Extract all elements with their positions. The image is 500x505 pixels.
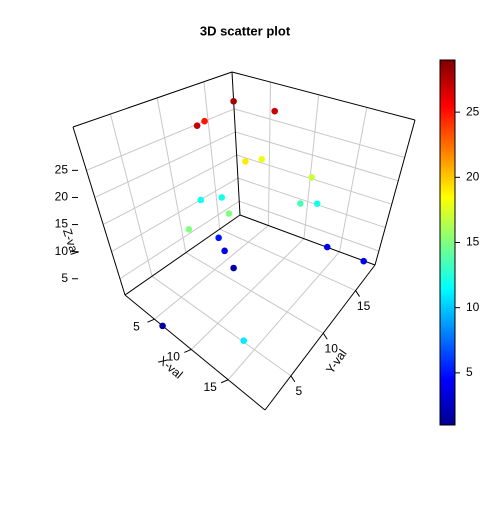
grid-line [203, 81, 221, 230]
box-edge [124, 214, 241, 296]
z-tick-label: 20 [55, 190, 69, 204]
grid-line [303, 94, 320, 239]
grid-line [119, 200, 240, 280]
box-edge [72, 71, 233, 128]
point [159, 322, 166, 330]
grid-line [338, 107, 368, 252]
x-tick-label: 10 [167, 350, 181, 364]
point [308, 174, 315, 181]
grid-line [236, 154, 392, 205]
grid-line [239, 200, 380, 252]
colorbar-tick-label: 25 [466, 104, 480, 118]
z-tick-label: 10 [55, 244, 69, 258]
box-edge [231, 71, 241, 216]
grid-line [102, 154, 237, 225]
grid-line [111, 177, 239, 253]
point [258, 155, 265, 163]
tick-mark [322, 332, 328, 340]
colorbar-tick-label: 20 [466, 169, 480, 183]
colorbar-tick-label: 10 [466, 300, 480, 314]
grid-line [86, 108, 235, 171]
grid-line [235, 131, 399, 182]
point [221, 247, 228, 255]
colorbar-tick-label: 15 [466, 235, 480, 249]
tick-mark [184, 349, 192, 353]
z-tick-label: 15 [55, 217, 69, 231]
grid-line [233, 108, 405, 158]
point [193, 122, 201, 129]
point [323, 243, 331, 251]
point [297, 200, 304, 207]
z-tick-label: 5 [61, 271, 68, 285]
tick-mark [355, 290, 361, 297]
tick-mark [290, 375, 296, 383]
point [230, 264, 237, 272]
grid-line [267, 82, 272, 226]
grid-line [154, 225, 269, 320]
grid-line [94, 131, 236, 198]
point [360, 257, 367, 265]
box-edge [124, 294, 266, 411]
y-tick-label: 5 [296, 384, 303, 398]
tick-mark [147, 318, 155, 323]
point [240, 337, 248, 344]
point [313, 200, 321, 208]
grid-line [227, 251, 340, 381]
chart-title: 3D scatter plot [200, 23, 291, 38]
z-tick-label: 25 [55, 163, 69, 177]
point [242, 158, 249, 165]
grid-line [109, 113, 153, 277]
point [271, 107, 278, 115]
box-edge [72, 126, 126, 296]
box-edge [374, 119, 416, 266]
box-edge [239, 214, 376, 266]
colorbar-tick-label: 5 [466, 365, 473, 379]
point [197, 196, 205, 204]
x-tick-label: 15 [203, 380, 217, 394]
point [201, 117, 208, 125]
y-tick-label: 10 [325, 341, 339, 355]
grid-line [219, 228, 356, 292]
tick-mark [220, 379, 229, 384]
point [215, 234, 222, 242]
point [218, 194, 226, 201]
grid-line [190, 238, 305, 350]
grid-line [151, 275, 292, 377]
point [225, 210, 233, 217]
y-tick-label: 15 [357, 299, 371, 313]
box-edge [264, 264, 376, 411]
box-edge [231, 71, 416, 121]
point [230, 97, 237, 105]
grid-line [156, 97, 187, 253]
colorbar [439, 59, 456, 426]
grid-line [185, 252, 324, 334]
grid-line [237, 177, 386, 229]
point [185, 226, 193, 233]
x-tick-label: 5 [133, 319, 140, 333]
